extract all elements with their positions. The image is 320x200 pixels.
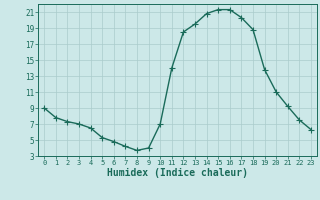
X-axis label: Humidex (Indice chaleur): Humidex (Indice chaleur) [107,168,248,178]
